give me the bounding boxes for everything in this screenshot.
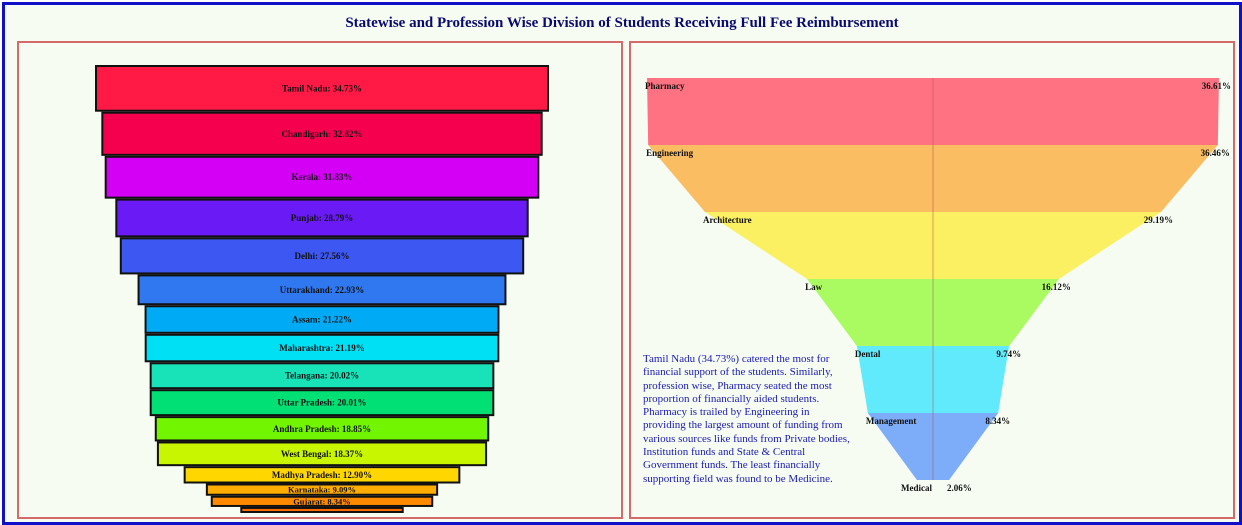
state-segment: Chandigarh: 32.82% [101, 111, 543, 156]
state-segment-label: Punjab: 28.79% [291, 213, 354, 223]
state-segment-label: Uttar Pradesh: 20.01% [277, 398, 366, 408]
state-segment-label: Chandigarh: 32.82% [281, 129, 362, 139]
state-segment-bar [158, 443, 486, 465]
profession-category-label: Law [805, 282, 823, 292]
state-segment-bar [146, 335, 498, 361]
state-segment-label: Tamil Nadu: 34.73% [282, 83, 362, 93]
state-segment: Andhra Pradesh: 18.85% [154, 416, 490, 442]
state-segment: Uttarakhand: 22.93% [137, 274, 507, 306]
profession-value-label: 8.34% [985, 416, 1010, 426]
state-segment-bar [185, 468, 459, 482]
state-segment: West Bengal: 18.37% [156, 441, 488, 467]
chart-title: Statewise and Profession Wise Division o… [345, 15, 899, 31]
state-segment-bar [207, 485, 437, 494]
state-segment: Telangana: 20.02% [149, 362, 495, 390]
state-segment-bar [139, 276, 505, 304]
profession-value-label: 36.46% [1201, 148, 1230, 158]
state-segment-bar [151, 391, 493, 415]
insight-note: Tamil Nadu (34.73%) catered the most for… [643, 353, 850, 485]
state-segment-label: West Bengal: 18.37% [281, 449, 363, 459]
state-segment: Madhya Pradesh: 12.90% [183, 466, 461, 484]
profession-value-label: 2.06% [947, 483, 972, 493]
state-segment-bar [117, 200, 527, 236]
state-segment-label: Karnataka: 9.09% [288, 485, 356, 495]
state-segment-label: Uttarakhand: 22.93% [280, 285, 365, 295]
state-segment-label: Telangana: 20.02% [285, 371, 359, 381]
state-segment-bar [97, 67, 547, 110]
state-segment: Punjab: 28.79% [115, 198, 529, 238]
state-segment: Uttar Pradesh: 20.01% [149, 389, 495, 417]
state-segment-bar [146, 307, 498, 332]
state-segment-bar [212, 497, 432, 505]
state-segment: Gujarat: 8.34% [210, 495, 434, 507]
state-segment-label: Maharashtra: 21.19% [279, 343, 365, 353]
state-segment-bar [156, 418, 488, 440]
state-segment-bar [242, 508, 402, 511]
profession-category-label: Medical [901, 483, 932, 493]
profession-value-label: 16.12% [1042, 282, 1071, 292]
state-segment-label: Gujarat: 8.34% [293, 496, 351, 506]
state-segment-bar [151, 364, 493, 388]
profession-funnel-panel: Pharmacy 36.61% Engineering 36.46% Architect… [629, 41, 1235, 519]
state-segment [240, 506, 404, 513]
state-segment-bar [106, 157, 538, 197]
profession-value-label: 29.19% [1144, 215, 1173, 225]
state-segment: Delhi: 27.56% [119, 237, 525, 275]
state-segment-label: Delhi: 27.56% [295, 251, 350, 261]
profession-category-label: Engineering [646, 148, 694, 158]
state-segment-bar [103, 113, 541, 154]
state-segment: Assam: 21.22% [144, 305, 500, 334]
profession-category-label: Dental [855, 349, 881, 359]
profession-funnel-chart: Pharmacy 36.61% Engineering 36.46% Architect… [645, 78, 1231, 493]
state-funnel-panel: Tamil Nadu: 34.73% Chandigarh: 32.82% Kera… [17, 41, 623, 519]
state-funnel-chart: Tamil Nadu: 34.73% Chandigarh: 32.82% Kera… [95, 65, 549, 513]
state-segment-label: Assam: 21.22% [292, 315, 352, 325]
state-segment-label: Kerala: 31.83% [292, 172, 353, 182]
profession-category-label: Pharmacy [645, 81, 685, 91]
profession-value-label: 36.61% [1202, 81, 1231, 91]
state-segment: Tamil Nadu: 34.73% [95, 65, 549, 112]
state-segment-label: Madhya Pradesh: 12.90% [272, 470, 372, 480]
profession-category-label: Architecture [703, 215, 752, 225]
state-segment: Maharashtra: 21.19% [144, 333, 500, 363]
profession-category-label: Management [866, 416, 917, 426]
profession-value-label: 9.74% [996, 349, 1021, 359]
state-segment: Kerala: 31.83% [104, 155, 540, 199]
state-segment-label: Andhra Pradesh: 18.85% [273, 424, 371, 434]
state-segment-bar [121, 239, 523, 273]
state-segment: Karnataka: 9.09% [205, 483, 439, 496]
